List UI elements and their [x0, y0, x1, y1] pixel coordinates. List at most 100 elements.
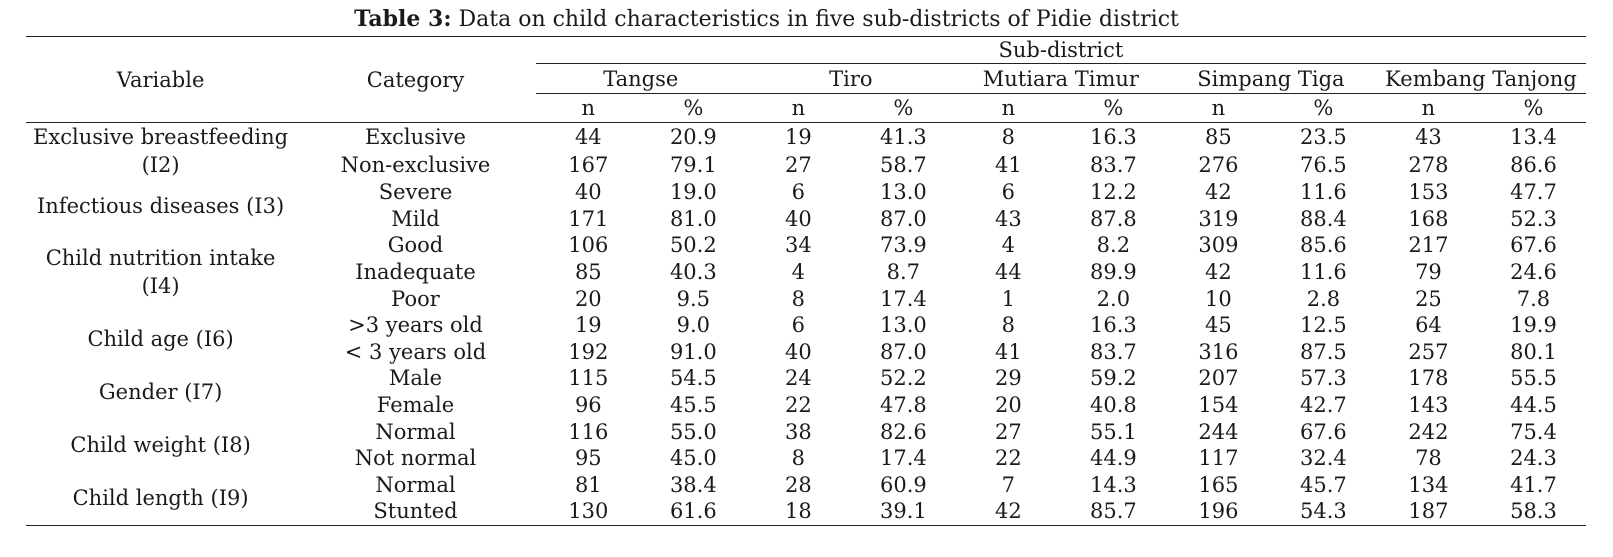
percent-cell: 67.6: [1300, 419, 1347, 444]
count-cell: 257: [1408, 339, 1449, 364]
count-cell: 187: [1375, 498, 1481, 526]
percent-cell: 11.6: [1300, 260, 1347, 285]
header-district: Tangse: [535, 63, 746, 94]
table-row: Child length (I9) Normal 81 38.4 28 60.9 7 14.3…: [26, 471, 1586, 526]
count-cell: 6: [791, 313, 806, 338]
variable-cell: Exclusive breastfeeding (I2): [33, 125, 289, 177]
percent-cell: 83.7: [1090, 153, 1137, 177]
table-row: Exclusive breastfeeding (I2) Exclusive 44 2…: [26, 123, 1586, 177]
header-percent: %: [1480, 93, 1586, 123]
count-cell: 40: [784, 206, 812, 231]
header-variable: Variable: [26, 36, 296, 123]
header-percent: %: [640, 93, 746, 123]
count-cell: 116: [568, 419, 609, 444]
count-cell: 28: [784, 472, 812, 497]
percent-cell: 32.4: [1300, 446, 1347, 471]
percent-cell: 44.9: [1090, 446, 1137, 471]
table-row: Child age (I6) >3 years old 19 9.0 6 13.0 8 16.…: [26, 312, 1586, 350]
count-cell: 27: [995, 419, 1022, 444]
category-cell: Good: [387, 233, 444, 258]
percent-cell: 16.3: [1090, 125, 1137, 149]
percent-cell: 87.0: [879, 339, 927, 364]
count-cell: 115: [568, 366, 609, 391]
percent-cell: 42.7: [1300, 393, 1347, 418]
percent-cell: 17.4: [879, 446, 927, 471]
count-cell: 85: [1205, 125, 1232, 149]
percent-cell: 81.0: [669, 206, 717, 231]
percent-cell: 47.8: [879, 393, 927, 418]
variable-cell: Child length (I9): [26, 471, 296, 526]
count-cell: 8: [791, 286, 806, 311]
percent-cell: 89.9: [1090, 260, 1137, 285]
table-row: Child weight (I8) Normal 116 55.0 38 82.6 27 55…: [26, 418, 1586, 457]
percent-cell: 44.5: [1510, 393, 1557, 418]
percent-cell: 82.6: [879, 419, 927, 444]
category-cell: Female: [376, 393, 455, 418]
count-cell: 8: [791, 446, 806, 471]
category-cell: >3 years old: [348, 313, 483, 338]
percent-cell: 52.2: [879, 366, 927, 391]
count-cell: 154: [1198, 393, 1239, 418]
percent-cell: 23.5: [1300, 125, 1347, 149]
percent-cell: 55.5: [1510, 366, 1557, 391]
count-cell: 171: [568, 206, 609, 231]
percent-cell: 54.3: [1270, 498, 1376, 526]
percent-cell: 2.8: [1306, 286, 1341, 311]
percent-cell: 47.7: [1510, 180, 1557, 205]
count-cell: 43: [1415, 125, 1442, 149]
percent-cell: 73.9: [879, 233, 927, 258]
count-cell: 309: [1198, 233, 1239, 258]
percent-cell: 87.0: [879, 206, 927, 231]
percent-cell: 12.2: [1090, 180, 1137, 205]
percent-cell: 87.5: [1300, 339, 1347, 364]
count-cell: 8: [1001, 125, 1016, 149]
category-cell: < 3 years old: [344, 339, 487, 364]
header-district: Kembang Tanjong: [1375, 63, 1586, 94]
header-n: n: [955, 93, 1061, 123]
percent-cell: 8.2: [1096, 233, 1131, 258]
count-cell: 4: [791, 260, 806, 285]
count-cell: 41: [995, 339, 1022, 364]
percent-cell: 59.2: [1090, 366, 1137, 391]
count-cell: 165: [1198, 472, 1239, 497]
count-cell: 79: [1415, 260, 1442, 285]
count-cell: 7: [1001, 472, 1016, 497]
header-n: n: [1375, 93, 1481, 123]
category-cell: Poor: [391, 286, 440, 311]
percent-cell: 58.7: [879, 153, 927, 177]
category-cell: Exclusive: [365, 125, 466, 149]
percent-cell: 61.6: [640, 498, 746, 526]
count-cell: 40: [574, 180, 602, 205]
percent-cell: 39.1: [850, 498, 956, 526]
count-cell: 20: [574, 286, 602, 311]
header-percent: %: [1270, 93, 1376, 123]
count-cell: 117: [1198, 446, 1239, 471]
count-cell: 192: [568, 339, 609, 364]
table-caption-text: Data on child characteristics in five su…: [458, 7, 1179, 32]
percent-cell: 45.0: [669, 446, 717, 471]
count-cell: 319: [1198, 206, 1239, 231]
percent-cell: 24.3: [1510, 446, 1557, 471]
percent-cell: 88.4: [1300, 206, 1347, 231]
percent-cell: 87.8: [1090, 206, 1137, 231]
count-cell: 78: [1415, 446, 1442, 471]
count-cell: 22: [995, 446, 1022, 471]
percent-cell: 83.7: [1090, 339, 1137, 364]
percent-cell: 91.0: [669, 339, 717, 364]
count-cell: 27: [784, 153, 812, 177]
category-cell: Not normal: [354, 446, 477, 471]
count-cell: 4: [1001, 233, 1016, 258]
count-cell: 19: [574, 313, 602, 338]
count-cell: 207: [1198, 366, 1239, 391]
percent-cell: 41.7: [1510, 472, 1557, 497]
count-cell: 64: [1415, 313, 1442, 338]
percent-cell: 58.3: [1480, 498, 1586, 526]
count-cell: 8: [1001, 313, 1016, 338]
percent-cell: 45.7: [1300, 472, 1347, 497]
category-cell: Normal: [375, 472, 456, 497]
variable-cell: Child nutrition intake (I4): [45, 246, 276, 299]
count-cell: 81: [574, 472, 602, 497]
percent-cell: 17.4: [879, 286, 927, 311]
count-cell: 143: [1408, 393, 1449, 418]
count-cell: 278: [1408, 153, 1449, 177]
